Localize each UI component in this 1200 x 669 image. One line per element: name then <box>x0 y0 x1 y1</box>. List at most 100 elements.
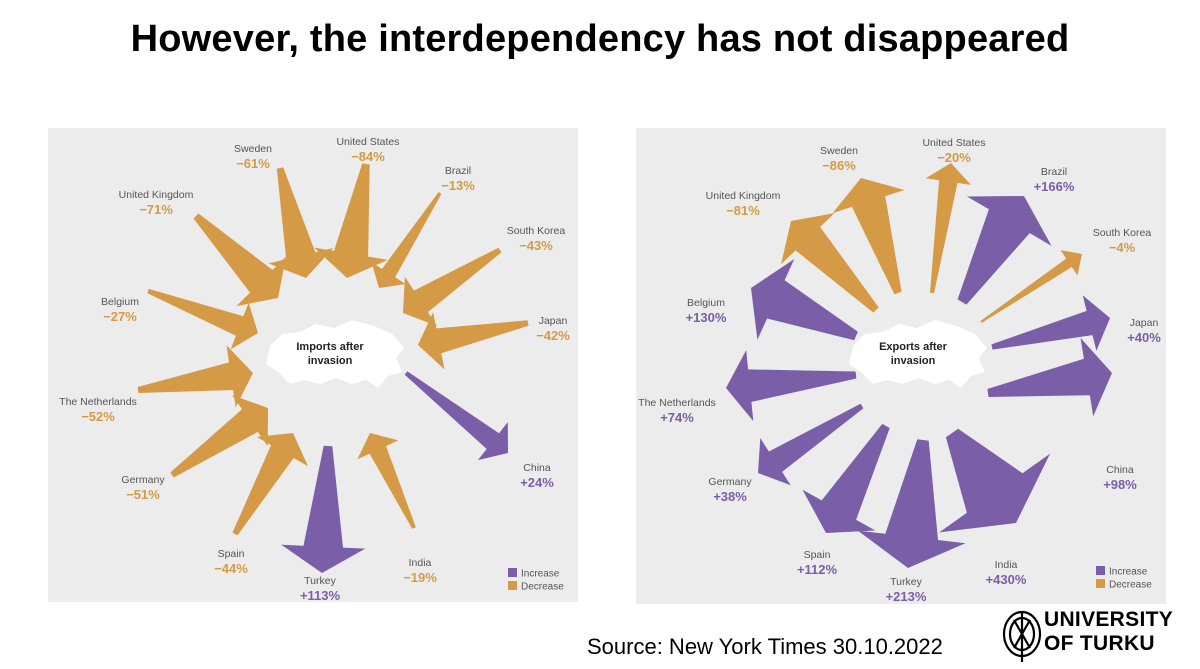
arrow-sweden <box>268 167 334 278</box>
country-label-brazil: Brazil <box>445 165 471 177</box>
arrow-brazil <box>371 192 442 288</box>
legend-label-decrease: Decrease <box>521 582 564 593</box>
value-label-united-states: −84% <box>351 149 385 164</box>
value-label-india: +430% <box>986 572 1027 587</box>
arrow-spain <box>802 423 890 533</box>
value-label-south-korea: −43% <box>519 238 553 253</box>
value-label-united-states: −20% <box>937 150 971 165</box>
value-label-belgium: +130% <box>686 310 727 325</box>
turku-emblem-icon <box>1002 610 1042 662</box>
country-label-germany: Germany <box>708 476 752 488</box>
country-label-turkey: Turkey <box>304 575 336 587</box>
country-label-belgium: Belgium <box>687 297 725 309</box>
value-label-the-netherlands: +74% <box>660 410 694 425</box>
value-label-spain: +112% <box>797 562 838 577</box>
value-label-spain: −44% <box>214 561 248 576</box>
arrow-japan <box>991 295 1110 351</box>
country-label-turkey: Turkey <box>890 576 922 588</box>
value-label-japan: −42% <box>536 328 570 343</box>
value-label-india: −19% <box>403 570 437 585</box>
country-label-belgium: Belgium <box>101 296 139 308</box>
value-label-sweden: −61% <box>236 156 270 171</box>
country-label-spain: Spain <box>804 549 831 561</box>
legend-swatch-increase <box>508 568 517 577</box>
country-label-united-states: United States <box>336 136 399 148</box>
country-label-sweden: Sweden <box>234 143 272 155</box>
country-label-united-kingdom: United Kingdom <box>706 190 781 202</box>
country-label-germany: Germany <box>121 474 165 486</box>
exports-chart-panel: Sweden −86% United States −20% Brazil +166% So… <box>636 128 1166 604</box>
country-label-brazil: Brazil <box>1041 166 1067 178</box>
value-label-the-netherlands: −52% <box>81 409 115 424</box>
value-label-china: +98% <box>1103 477 1137 492</box>
country-label-the-netherlands: The Netherlands <box>59 396 137 408</box>
arrow-turkey <box>857 439 966 568</box>
country-label-china: China <box>523 462 551 474</box>
center-label-line1: Imports after <box>296 341 364 353</box>
arrow-japan <box>418 312 529 370</box>
country-label-south-korea: South Korea <box>507 225 566 237</box>
arrow-the-netherlands <box>137 345 253 408</box>
arrow-india <box>357 433 416 529</box>
country-label-japan: Japan <box>1130 317 1159 329</box>
value-label-turkey: +213% <box>886 589 927 604</box>
university-name-line1: UNIVERSITY <box>1044 608 1174 631</box>
arrow-germany <box>758 403 864 486</box>
arrow-south-korea <box>403 247 502 326</box>
country-label-china: China <box>1106 464 1134 476</box>
arrow-belgium <box>147 288 258 350</box>
russia-map-shape <box>266 320 404 388</box>
arrow-united-states <box>314 163 388 278</box>
value-label-united-kingdom: −81% <box>726 203 760 218</box>
value-label-turkey: +113% <box>300 588 341 602</box>
legend-swatch-decrease <box>1096 579 1105 588</box>
arrow-germany <box>170 395 268 478</box>
arrow-brazil <box>957 196 1052 305</box>
value-label-germany: −51% <box>126 487 160 502</box>
arrow-united-kingdom <box>193 213 287 307</box>
arrow-spain <box>232 433 308 536</box>
value-label-south-korea: −4% <box>1109 240 1136 255</box>
arrow-south-korea <box>980 250 1082 323</box>
value-label-belgium: −27% <box>103 309 137 324</box>
value-label-united-kingdom: −71% <box>139 202 173 217</box>
country-label-united-kingdom: United Kingdom <box>119 189 194 201</box>
arrow-the-netherlands <box>726 350 857 422</box>
country-label-sweden: Sweden <box>820 145 858 157</box>
value-label-brazil: +166% <box>1034 179 1075 194</box>
university-logo <box>1002 610 1042 662</box>
legend-swatch-increase <box>1096 566 1105 575</box>
country-label-japan: Japan <box>539 315 568 327</box>
arrow-turkey <box>281 445 366 573</box>
exports-chart: Sweden−86% United States−20% Brazil+166% So… <box>638 137 1161 604</box>
legend-label-decrease: Decrease <box>1109 580 1152 591</box>
country-label-south-korea: South Korea <box>1093 227 1152 239</box>
center-label-line2: invasion <box>891 355 936 367</box>
arrow-sweden <box>832 178 905 295</box>
center-label-line2: invasion <box>308 355 353 367</box>
russia-map-shape <box>849 320 987 388</box>
imports-chart: Sweden−61% United States−84% Brazil−13% Sou… <box>59 136 570 602</box>
value-label-germany: +38% <box>713 489 747 504</box>
legend-label-increase: Increase <box>1109 567 1148 578</box>
source-caption: Source: New York Times 30.10.2022 <box>587 634 943 659</box>
legend-label-increase: Increase <box>521 569 560 580</box>
value-label-japan: +40% <box>1127 330 1161 345</box>
slide-title: However, the interdependency has not dis… <box>130 18 1070 60</box>
arrow-united-states <box>925 163 971 294</box>
imports-chart-panel: Sweden −61% United States −84% Brazil −13% Sou… <box>48 128 578 602</box>
value-label-china: +24% <box>520 475 554 490</box>
value-label-brazil: −13% <box>441 178 475 193</box>
arrow-china <box>987 337 1112 417</box>
university-name-line2: OF TURKU <box>1044 632 1155 655</box>
value-label-sweden: −86% <box>822 158 856 173</box>
center-label-line1: Exports after <box>879 341 948 353</box>
arrow-india <box>939 428 1051 533</box>
country-label-spain: Spain <box>218 548 245 560</box>
country-label-the-netherlands: The Netherlands <box>638 397 716 409</box>
arrow-china <box>404 371 508 461</box>
country-label-india: India <box>409 557 432 569</box>
country-label-united-states: United States <box>922 137 985 149</box>
legend-swatch-decrease <box>508 581 517 590</box>
country-label-india: India <box>995 559 1018 571</box>
